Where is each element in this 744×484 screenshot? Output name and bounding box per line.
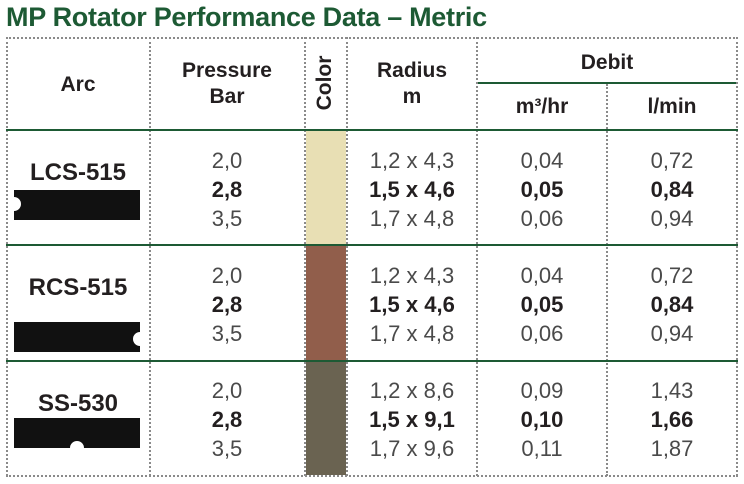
pressure-cell: 2,0 2,8 3,5 [151, 376, 303, 463]
radius-value: 1,2 x 4,3 [369, 263, 455, 288]
row-divider [6, 360, 738, 362]
header-bottom-rule [6, 129, 738, 131]
side-strip-icon [14, 418, 140, 448]
lmin-header: l/min [647, 95, 697, 118]
pressure-cell: 2,0 2,8 3,5 [151, 261, 303, 348]
pressure-value: 3,5 [211, 321, 243, 346]
m3hr-value: 0,05 [520, 292, 564, 317]
color-header-label: Color [313, 55, 336, 111]
pressure-value: 2,8 [211, 407, 243, 432]
pressure-value: 3,5 [211, 436, 243, 461]
pressure-value: 2,8 [211, 292, 243, 317]
debit-header-rule [478, 82, 736, 84]
radius-cell: 1,2 x 4,3 1,5 x 4,6 1,7 x 4,8 [348, 146, 476, 233]
arc-name: SS-530 [37, 390, 119, 417]
pressure-value: 2,0 [211, 263, 243, 288]
radius-cell: 1,2 x 8,6 1,5 x 9,1 1,7 x 9,6 [348, 376, 476, 463]
m3hr-value: 0,05 [520, 177, 564, 202]
m3hr-cell: 0,04 0,05 0,06 [478, 261, 606, 348]
pressure-value: 2,0 [211, 378, 243, 403]
table-top-border [6, 37, 738, 39]
pressure-value: 2,8 [211, 177, 243, 202]
debit-header: Debit [580, 51, 634, 74]
color-swatch [306, 246, 346, 360]
radius-value: 1,2 x 4,3 [369, 148, 455, 173]
m3hr-value: 0,04 [520, 263, 564, 288]
column-divider [476, 37, 478, 476]
lmin-value: 0,94 [650, 321, 694, 346]
radius-cell: 1,2 x 4,3 1,5 x 4,6 1,7 x 4,8 [348, 261, 476, 348]
m3hr-value: 0,04 [520, 148, 564, 173]
radius-value: 1,5 x 4,6 [369, 292, 455, 317]
lmin-value: 0,72 [650, 148, 694, 173]
lmin-cell: 0,72 0,84 0,94 [608, 261, 736, 348]
radius-value: 1,2 x 8,6 [369, 378, 455, 403]
column-divider [304, 37, 306, 476]
radius-value: 1,7 x 4,8 [369, 321, 455, 346]
m3hr-cell: 0,04 0,05 0,06 [478, 146, 606, 233]
m3hr-value: 0,06 [520, 206, 564, 231]
m3hr-value: 0,09 [520, 378, 564, 403]
radius-header-line1: Radius [376, 59, 447, 82]
row-divider [6, 244, 738, 246]
left-corner-strip-icon [14, 190, 140, 220]
pressure-header-line1: Pressure [182, 59, 272, 82]
m3hr-cell: 0,09 0,10 0,11 [478, 376, 606, 463]
column-divider [149, 37, 151, 476]
pressure-value: 3,5 [211, 206, 243, 231]
lmin-value: 0,72 [650, 263, 694, 288]
lmin-value: 0,84 [650, 177, 694, 202]
color-swatch [306, 362, 346, 475]
lmin-cell: 0,72 0,84 0,94 [608, 146, 736, 233]
arc-name: LCS-515 [29, 159, 127, 186]
color-header: Color [304, 38, 346, 128]
table-left-border [6, 37, 8, 476]
m3hr-header: m³/hr [515, 95, 569, 118]
lmin-cell: 1,43 1,66 1,87 [608, 376, 736, 463]
m3hr-value: 0,11 [521, 436, 563, 461]
column-divider [346, 37, 348, 476]
page-title: MP Rotator Performance Data – Metric [6, 2, 487, 32]
lmin-value: 1,43 [650, 378, 694, 403]
lmin-value: 1,66 [650, 407, 694, 432]
radius-header-line2: m [402, 85, 422, 108]
lmin-value: 0,94 [650, 206, 694, 231]
column-divider [606, 84, 608, 476]
radius-value: 1,5 x 9,1 [369, 407, 455, 432]
right-corner-strip-icon [14, 322, 140, 352]
color-swatch [306, 131, 346, 244]
radius-header: Radius m [348, 58, 476, 110]
m3hr-value: 0,10 [520, 407, 564, 432]
pressure-header-line2: Bar [209, 85, 245, 108]
radius-value: 1,7 x 9,6 [369, 436, 455, 461]
arc-name: RCS-515 [28, 274, 128, 301]
radius-value: 1,7 x 4,8 [369, 206, 455, 231]
lmin-value: 0,84 [650, 292, 694, 317]
radius-value: 1,5 x 4,6 [369, 177, 455, 202]
pressure-header: Pressure Bar [151, 58, 303, 110]
table-right-border [736, 37, 738, 476]
pressure-value: 2,0 [211, 148, 243, 173]
table-bottom-border [6, 475, 738, 477]
lmin-value: 1,87 [650, 436, 694, 461]
m3hr-value: 0,06 [520, 321, 564, 346]
arc-header: Arc [60, 73, 96, 96]
pressure-cell: 2,0 2,8 3,5 [151, 146, 303, 233]
